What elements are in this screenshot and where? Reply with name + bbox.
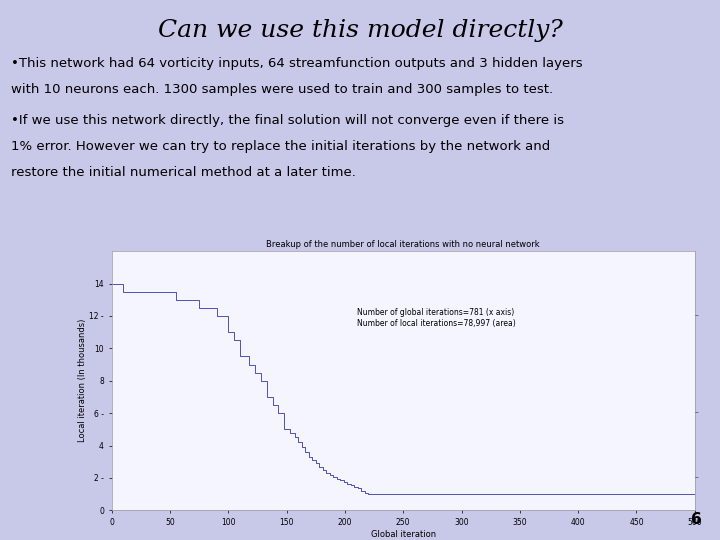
Title: Breakup of the number of local iterations with no neural network: Breakup of the number of local iteration…	[266, 240, 540, 249]
Text: •This network had 64 vorticity inputs, 64 streamfunction outputs and 3 hidden la: •This network had 64 vorticity inputs, 6…	[11, 57, 582, 70]
Text: 6: 6	[691, 511, 702, 526]
Text: Number of global iterations=781 (x axis)
Number of local iterations=78,997 (area: Number of global iterations=781 (x axis)…	[356, 308, 516, 328]
Text: •If we use this network directly, the final solution will not converge even if t: •If we use this network directly, the fi…	[11, 114, 564, 127]
Text: with 10 neurons each. 1300 samples were used to train and 300 samples to test.: with 10 neurons each. 1300 samples were …	[11, 83, 553, 96]
Text: –: –	[695, 312, 698, 320]
Text: –: –	[695, 474, 698, 482]
Text: Can we use this model directly?: Can we use this model directly?	[158, 19, 562, 42]
X-axis label: Global iteration: Global iteration	[371, 530, 436, 539]
Text: –: –	[695, 409, 698, 417]
Text: 1% error. However we can try to replace the initial iterations by the network an: 1% error. However we can try to replace …	[11, 140, 550, 153]
Text: restore the initial numerical method at a later time.: restore the initial numerical method at …	[11, 166, 356, 179]
Y-axis label: Local iteration (In thousands): Local iteration (In thousands)	[78, 319, 86, 442]
